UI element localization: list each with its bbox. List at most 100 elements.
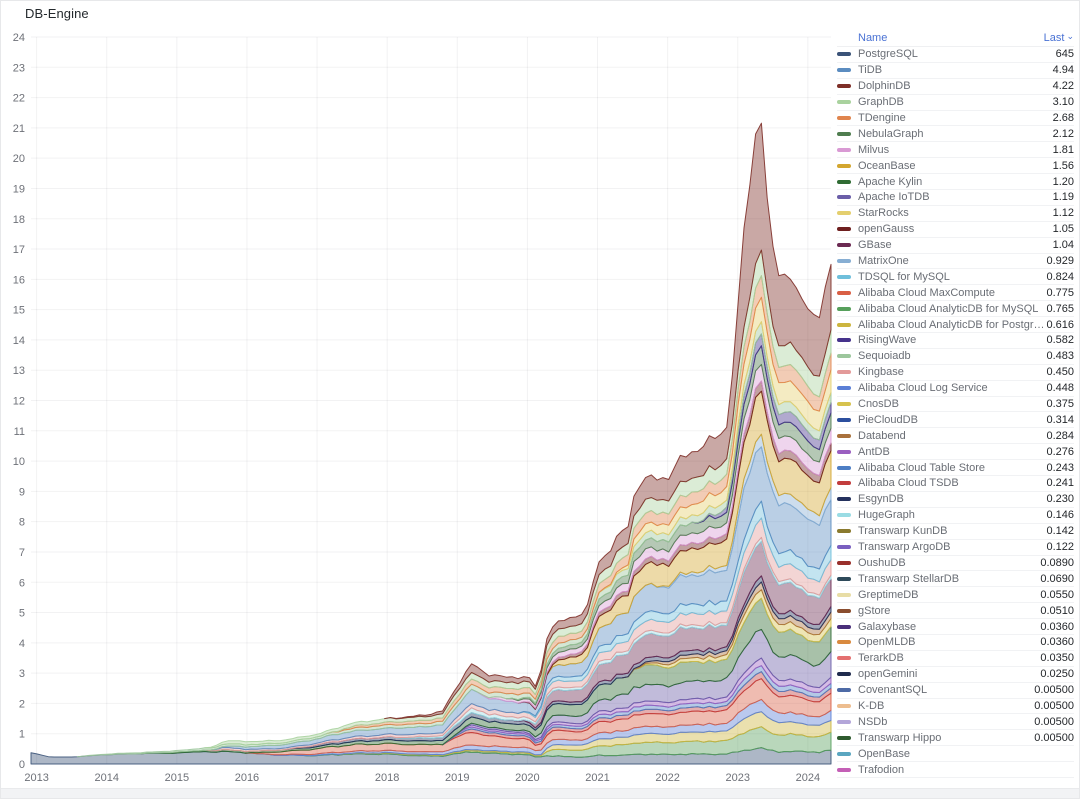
series-last-value: 0.483 — [1046, 350, 1074, 363]
legend-row[interactable]: Apache Kylin 1.20 — [837, 174, 1074, 191]
legend-row[interactable]: AntDB 0.276 — [837, 444, 1074, 461]
series-name: Transwarp Hippo — [858, 731, 942, 744]
legend-row[interactable]: Transwarp Hippo 0.00500 — [837, 730, 1074, 747]
legend-row[interactable]: OceanBase 1.56 — [837, 158, 1074, 175]
series-name: Alibaba Cloud AnalyticDB for PostgreSQL — [858, 318, 1047, 331]
series-last-value: 0.00500 — [1034, 699, 1074, 712]
legend-row[interactable]: NebulaGraph 2.12 — [837, 126, 1074, 143]
series-last-value: 1.04 — [1052, 239, 1074, 252]
legend-row[interactable]: PieCloudDB 0.314 — [837, 412, 1074, 429]
legend-row[interactable]: TDengine 2.68 — [837, 111, 1074, 127]
x-tick-label: 2018 — [375, 772, 399, 784]
y-tick-label: 23 — [13, 62, 25, 74]
legend-row[interactable]: Alibaba Cloud TSDB 0.241 — [837, 476, 1074, 492]
legend-row[interactable]: openGauss 1.05 — [837, 222, 1074, 238]
legend-row[interactable]: GBase 1.04 — [837, 238, 1074, 254]
series-color-swatch — [837, 703, 851, 708]
legend-row[interactable]: Alibaba Cloud Table Store 0.243 — [837, 460, 1074, 477]
legend-rows: PostgreSQL 645 TiDB 4.94 DolphinDB 4.22 GraphD… — [837, 47, 1074, 778]
series-name: Alibaba Cloud MaxCompute — [858, 286, 995, 299]
series-name: openGauss — [858, 223, 915, 236]
legend-row[interactable]: Apache IoTDB 1.19 — [837, 190, 1074, 206]
legend-row[interactable]: Alibaba Cloud AnalyticDB for PostgreSQL 0… — [837, 317, 1074, 334]
legend-row[interactable]: TerarkDB 0.0350 — [837, 651, 1074, 667]
series-name: Trafodion — [858, 763, 905, 776]
series-last-value: 1.81 — [1052, 143, 1074, 156]
series-color-swatch — [837, 513, 851, 518]
series-color-swatch — [837, 529, 851, 534]
panel-title[interactable]: DB-Engine — [25, 6, 89, 21]
series-name: Alibaba Cloud AnalyticDB for MySQL — [858, 302, 1039, 315]
series-name: RisingWave — [858, 334, 917, 347]
series-name: NSDb — [858, 715, 888, 728]
series-name: OpenBase — [858, 747, 910, 760]
series-name: Milvus — [858, 143, 890, 156]
series-color-swatch — [837, 338, 851, 343]
legend-row[interactable]: OpenMLDB 0.0360 — [837, 635, 1074, 651]
legend-row[interactable]: Transwarp KunDB 0.142 — [837, 524, 1074, 540]
legend-row[interactable]: TDSQL for MySQL 0.824 — [837, 269, 1074, 286]
legend-sort-name[interactable]: Name — [858, 31, 888, 44]
series-color-swatch — [837, 227, 851, 232]
series-last-value: 0.0360 — [1040, 636, 1074, 649]
legend-row[interactable]: OpenBase — [837, 746, 1074, 763]
series-color-swatch — [837, 243, 851, 248]
legend-row[interactable]: Alibaba Cloud Log Service 0.448 — [837, 381, 1074, 397]
legend-row[interactable]: OushuDB 0.0890 — [837, 556, 1074, 572]
series-color-swatch — [837, 433, 851, 438]
legend-row[interactable]: NSDb 0.00500 — [837, 714, 1074, 731]
series-color-swatch — [837, 656, 851, 661]
legend-row[interactable]: RisingWave 0.582 — [837, 333, 1074, 349]
legend-row[interactable]: PostgreSQL 645 — [837, 47, 1074, 63]
legend-sort-last[interactable]: Last ⌄ — [1043, 31, 1074, 44]
legend-row[interactable]: GraphDB 3.10 — [837, 95, 1074, 111]
legend-row[interactable]: Kingbase 0.450 — [837, 365, 1074, 381]
series-last-value: 3.10 — [1052, 96, 1074, 109]
series-name: HugeGraph — [858, 509, 915, 522]
legend-row[interactable]: Transwarp ArgoDB 0.122 — [837, 540, 1074, 556]
y-tick-label: 10 — [13, 456, 25, 468]
legend-row[interactable]: CovenantSQL 0.00500 — [837, 683, 1074, 699]
series-name: Alibaba Cloud Log Service — [858, 382, 988, 395]
legend-row[interactable]: K-DB 0.00500 — [837, 699, 1074, 715]
legend-row[interactable]: StarRocks 1.12 — [837, 206, 1074, 222]
legend-row[interactable]: Transwarp StellarDB 0.0690 — [837, 571, 1074, 588]
series-name: GreptimeDB — [858, 588, 919, 601]
legend-row[interactable]: GreptimeDB 0.0550 — [837, 587, 1074, 604]
legend-table: Name Last ⌄ PostgreSQL 645 TiDB 4.94 Dolphin… — [837, 29, 1074, 778]
legend-row[interactable]: EsgynDB 0.230 — [837, 492, 1074, 508]
legend-row[interactable]: Sequoiadb 0.483 — [837, 349, 1074, 365]
legend-row[interactable]: gStore 0.0510 — [837, 603, 1074, 620]
legend-row[interactable]: Alibaba Cloud MaxCompute 0.775 — [837, 285, 1074, 302]
legend-row[interactable]: Databend 0.284 — [837, 428, 1074, 445]
series-name: TiDB — [858, 64, 883, 77]
series-last-value: 0.375 — [1046, 398, 1074, 411]
legend-row[interactable]: Milvus 1.81 — [837, 142, 1074, 159]
legend-row[interactable]: openGemini 0.0250 — [837, 667, 1074, 683]
legend-row[interactable]: TiDB 4.94 — [837, 63, 1074, 79]
legend-row[interactable]: HugeGraph 0.146 — [837, 508, 1074, 524]
x-tick-label: 2024 — [796, 772, 820, 784]
series-last-value: 0.0250 — [1040, 668, 1074, 681]
legend-row[interactable]: MatrixOne 0.929 — [837, 254, 1074, 270]
series-color-swatch — [837, 290, 851, 295]
series-color-swatch — [837, 560, 851, 565]
stacked-area-chart[interactable]: 0123456789101112131415161718192021222324… — [1, 1, 841, 793]
page-bottom-strip — [1, 788, 1079, 798]
series-name: TDSQL for MySQL — [858, 270, 950, 283]
legend-row[interactable]: Alibaba Cloud AnalyticDB for MySQL 0.765 — [837, 301, 1074, 318]
legend-row[interactable]: Trafodion — [837, 762, 1074, 778]
y-tick-label: 12 — [13, 396, 25, 408]
legend-last-label: Last — [1043, 31, 1065, 44]
legend-header: Name Last ⌄ — [837, 29, 1074, 47]
legend-row[interactable]: CnosDB 0.375 — [837, 397, 1074, 413]
series-color-swatch — [837, 131, 851, 136]
legend-row[interactable]: Galaxybase 0.0360 — [837, 619, 1074, 635]
legend-row[interactable]: DolphinDB 4.22 — [837, 79, 1074, 95]
series-last-value: 0.276 — [1046, 445, 1074, 458]
series-color-swatch — [837, 592, 851, 597]
y-tick-label: 14 — [13, 335, 25, 347]
series-color-swatch — [837, 751, 851, 756]
x-tick-label: 2013 — [24, 772, 48, 784]
y-tick-label: 18 — [13, 214, 25, 226]
